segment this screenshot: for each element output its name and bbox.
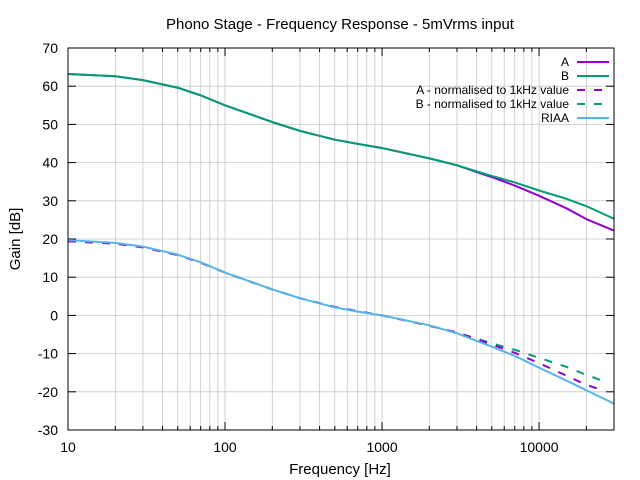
y-tick-labels: 70 60 50 40 30 20 10 0 -10 -20 -30 xyxy=(38,40,58,438)
y-tick-label: 50 xyxy=(42,116,58,132)
y-tick-label: 0 xyxy=(50,307,58,323)
axis-ticks xyxy=(67,47,615,431)
y-tick-label: -20 xyxy=(38,384,58,400)
y-tick-label: 30 xyxy=(42,193,58,209)
plot-frame xyxy=(67,47,615,431)
x-tick-labels: 10 100 1000 10000 xyxy=(60,439,559,455)
series-lines xyxy=(67,72,615,405)
y-tick-label: 10 xyxy=(42,269,58,285)
x-tick-label: 1000 xyxy=(366,439,397,455)
legend-label: RIAA xyxy=(541,111,569,125)
y-tick-label: 40 xyxy=(42,155,58,171)
x-tick-label: 10000 xyxy=(520,439,559,455)
y-tick-label: -30 xyxy=(38,422,58,438)
chart-title: Phono Stage - Frequency Response - 5mVrm… xyxy=(166,16,515,33)
y-tick-label: 70 xyxy=(42,40,58,56)
x-tick-label: 10 xyxy=(60,439,76,455)
y-tick-label: 20 xyxy=(42,231,58,247)
series-line xyxy=(67,72,615,220)
series-line xyxy=(67,239,615,405)
y-tick-label: 60 xyxy=(42,78,58,94)
legend-label: A xyxy=(561,55,569,69)
x-axis-label: Frequency [Hz] xyxy=(289,461,391,478)
y-axis-label: Gain [dB] xyxy=(7,208,24,271)
y-tick-label: -10 xyxy=(38,346,58,362)
legend-label: B xyxy=(561,69,569,83)
legend-label: A - normalised to 1kHz value xyxy=(416,83,569,97)
x-tick-label: 100 xyxy=(213,439,237,455)
legend-label: B - normalised to 1kHz value xyxy=(416,97,570,111)
